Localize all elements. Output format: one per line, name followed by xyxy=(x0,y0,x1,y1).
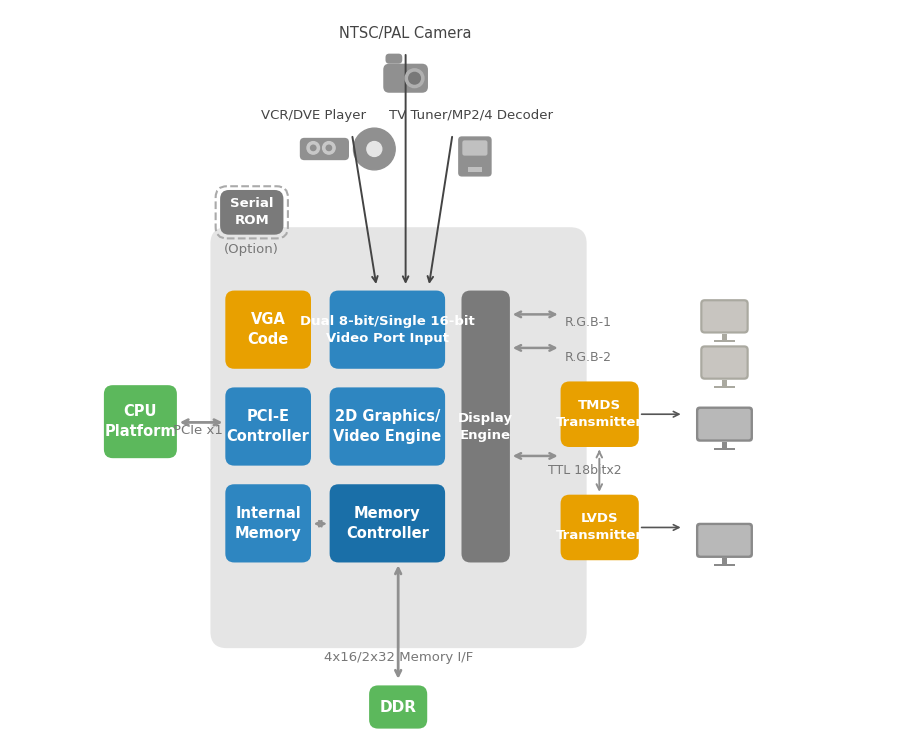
Text: TTL 18bitx2: TTL 18bitx2 xyxy=(548,464,621,478)
Text: PCI-E
Controller: PCI-E Controller xyxy=(226,409,310,444)
FancyBboxPatch shape xyxy=(698,409,750,440)
Text: VGA
Code: VGA Code xyxy=(247,312,289,347)
FancyBboxPatch shape xyxy=(701,301,745,332)
Text: NTSC/PAL Camera: NTSC/PAL Camera xyxy=(339,26,471,41)
Circle shape xyxy=(353,128,395,170)
Text: TV Tuner/MP2/4 Decoder: TV Tuner/MP2/4 Decoder xyxy=(389,109,552,122)
FancyBboxPatch shape xyxy=(329,387,445,466)
Text: TMDS
Transmitter: TMDS Transmitter xyxy=(556,399,642,429)
FancyBboxPatch shape xyxy=(385,54,402,64)
FancyBboxPatch shape xyxy=(369,685,426,729)
FancyBboxPatch shape xyxy=(220,190,283,235)
Text: Dual 8-bit/Single 16-bit
Video Port Input: Dual 8-bit/Single 16-bit Video Port Inpu… xyxy=(300,314,474,345)
Bar xyxy=(721,380,726,386)
Circle shape xyxy=(404,69,424,88)
Text: LVDS
Transmitter: LVDS Transmitter xyxy=(556,513,642,542)
FancyBboxPatch shape xyxy=(462,140,487,156)
Text: 2D Graphics/
Video Engine: 2D Graphics/ Video Engine xyxy=(333,409,441,444)
FancyBboxPatch shape xyxy=(210,227,586,648)
FancyBboxPatch shape xyxy=(695,407,752,442)
Text: DDR: DDR xyxy=(380,700,416,714)
Circle shape xyxy=(311,145,315,150)
FancyBboxPatch shape xyxy=(560,495,638,560)
FancyBboxPatch shape xyxy=(461,291,509,562)
Text: Display
Engine: Display Engine xyxy=(458,411,513,442)
Text: PCIe x1: PCIe x1 xyxy=(173,424,222,437)
FancyBboxPatch shape xyxy=(329,484,445,562)
Circle shape xyxy=(367,142,381,156)
Text: (Option): (Option) xyxy=(223,243,278,256)
Text: Serial
ROM: Serial ROM xyxy=(230,197,273,227)
Circle shape xyxy=(326,145,331,150)
Text: VCR/DVE Player: VCR/DVE Player xyxy=(260,109,366,122)
Bar xyxy=(714,448,733,450)
Bar xyxy=(721,442,726,448)
FancyBboxPatch shape xyxy=(225,387,311,466)
FancyBboxPatch shape xyxy=(699,346,748,380)
Text: CPU
Platform: CPU Platform xyxy=(105,405,176,439)
Bar xyxy=(713,340,734,342)
Text: Internal
Memory: Internal Memory xyxy=(234,506,301,541)
FancyBboxPatch shape xyxy=(701,347,745,378)
Bar xyxy=(468,167,481,172)
FancyBboxPatch shape xyxy=(225,484,311,562)
FancyBboxPatch shape xyxy=(225,291,311,369)
FancyBboxPatch shape xyxy=(300,138,348,160)
Bar xyxy=(713,386,734,388)
Bar xyxy=(721,558,726,564)
Text: R.G.B-1: R.G.B-1 xyxy=(564,316,611,329)
FancyBboxPatch shape xyxy=(383,64,427,93)
FancyBboxPatch shape xyxy=(695,523,752,558)
FancyBboxPatch shape xyxy=(560,381,638,447)
Circle shape xyxy=(323,142,335,154)
FancyBboxPatch shape xyxy=(699,299,748,334)
FancyBboxPatch shape xyxy=(458,136,491,177)
FancyBboxPatch shape xyxy=(104,385,176,458)
Text: Memory
Controller: Memory Controller xyxy=(346,506,428,541)
Text: R.G.B-2: R.G.B-2 xyxy=(564,351,611,364)
Circle shape xyxy=(307,142,319,154)
Bar xyxy=(721,334,726,340)
Bar xyxy=(714,564,733,566)
FancyBboxPatch shape xyxy=(329,291,445,369)
FancyBboxPatch shape xyxy=(698,525,750,556)
Text: 4x16/2x32 Memory I/F: 4x16/2x32 Memory I/F xyxy=(323,650,473,664)
Circle shape xyxy=(408,72,420,84)
